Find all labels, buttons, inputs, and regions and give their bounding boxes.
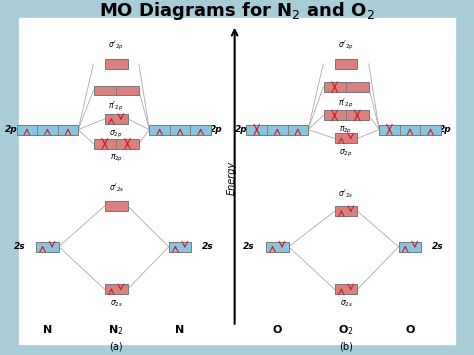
Text: N: N [175, 325, 185, 335]
Text: $\sigma_{2p}$: $\sigma_{2p}$ [339, 148, 353, 159]
Text: $\sigma_{2s}$: $\sigma_{2s}$ [109, 299, 123, 310]
Text: N$_2$: N$_2$ [109, 323, 124, 337]
Bar [323, 110, 368, 120]
Text: O: O [405, 325, 415, 335]
Text: MO Diagrams for N$_2$ and O$_2$: MO Diagrams for N$_2$ and O$_2$ [99, 0, 375, 22]
Bar [94, 86, 138, 95]
Bar [105, 114, 128, 124]
Bar [105, 201, 128, 211]
Text: O: O [273, 325, 282, 335]
Bar [105, 284, 128, 294]
Text: (b): (b) [339, 341, 353, 351]
Text: (a): (a) [109, 341, 123, 351]
Text: 2p: 2p [210, 125, 222, 134]
Bar [379, 125, 441, 135]
Text: $\sigma'_{2s}$: $\sigma'_{2s}$ [338, 187, 354, 200]
Text: $\sigma'_{2s}$: $\sigma'_{2s}$ [109, 182, 124, 194]
Text: $\sigma'_{2p}$: $\sigma'_{2p}$ [338, 39, 354, 52]
Text: $\pi_{2p}$: $\pi_{2p}$ [339, 125, 353, 136]
Text: 2p: 2p [5, 125, 18, 134]
Text: $\pi'_{2p}$: $\pi'_{2p}$ [109, 100, 124, 113]
Bar [17, 125, 78, 135]
Text: 2p: 2p [439, 125, 452, 134]
Bar [335, 206, 357, 216]
Text: 2s: 2s [13, 242, 25, 251]
Bar [399, 242, 421, 252]
Text: 2s: 2s [202, 242, 214, 251]
Text: $\sigma_{2p}$: $\sigma_{2p}$ [109, 129, 123, 140]
FancyBboxPatch shape [19, 18, 455, 344]
Text: 2p: 2p [235, 125, 248, 134]
Text: $\pi_{2p}$: $\pi_{2p}$ [109, 153, 123, 164]
Text: Energy: Energy [226, 160, 237, 195]
Bar [323, 82, 368, 92]
Text: $\sigma_{2s}$: $\sigma_{2s}$ [339, 299, 353, 310]
Text: 2s: 2s [243, 242, 255, 251]
Bar [169, 242, 191, 252]
Text: $\pi'_{2p}$: $\pi'_{2p}$ [338, 97, 354, 110]
Text: 2s: 2s [432, 242, 444, 251]
Bar [246, 125, 308, 135]
Text: $\sigma'_{2p}$: $\sigma'_{2p}$ [109, 39, 124, 52]
Bar [149, 125, 211, 135]
Bar [266, 242, 289, 252]
Text: N: N [43, 325, 52, 335]
Bar [94, 139, 138, 149]
Bar [335, 59, 357, 69]
Bar [105, 59, 128, 69]
Bar [36, 242, 59, 252]
Bar [335, 133, 357, 143]
Text: O$_2$: O$_2$ [338, 323, 354, 337]
Bar [335, 284, 357, 294]
